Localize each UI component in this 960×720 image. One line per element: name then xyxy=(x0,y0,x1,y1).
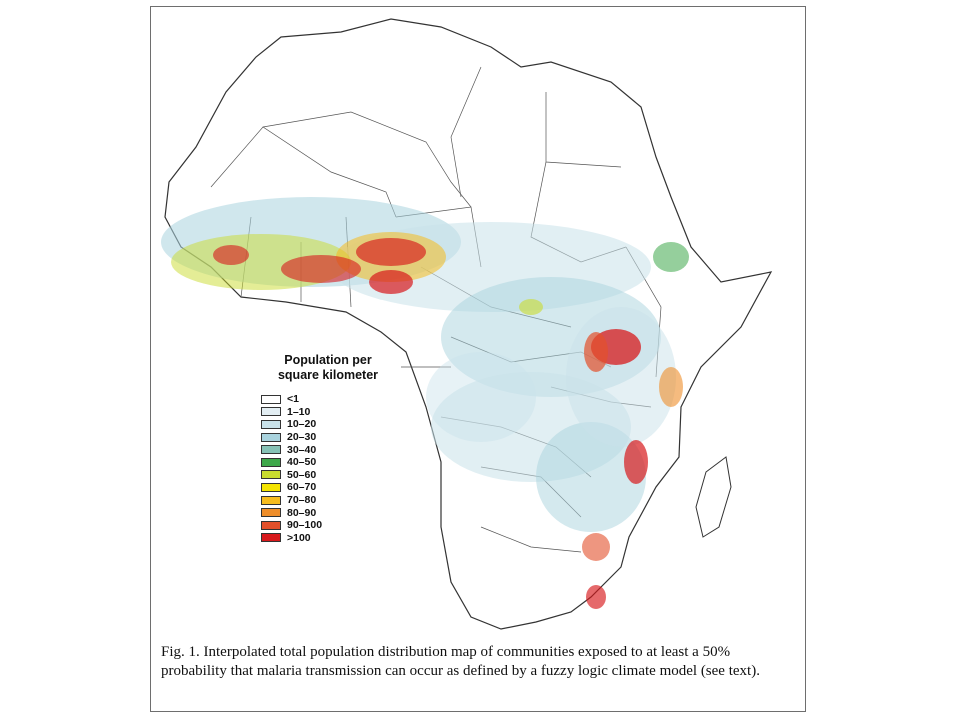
map-legend: Population per square kilometer <1 1–10 10… xyxy=(261,353,411,544)
legend-swatch xyxy=(261,419,281,429)
density-patch xyxy=(519,299,543,315)
legend-swatch xyxy=(261,470,281,480)
legend-label: >100 xyxy=(287,531,311,544)
figure-caption: Fig. 1. Interpolated total population di… xyxy=(161,644,760,679)
legend-label: 60–70 xyxy=(287,481,317,494)
population-density-layer xyxy=(161,197,689,609)
density-patch xyxy=(369,270,413,294)
density-patch xyxy=(582,533,610,561)
legend-item: 30–40 xyxy=(261,443,411,456)
density-patch xyxy=(281,255,361,283)
density-patch xyxy=(624,440,648,484)
legend-title-line1: Population per xyxy=(284,353,372,367)
density-patch xyxy=(653,242,689,272)
legend-swatch xyxy=(261,394,281,404)
legend-label: 10–20 xyxy=(287,418,317,431)
legend-label: 20–30 xyxy=(287,431,317,444)
legend-label: 1–10 xyxy=(287,405,311,418)
legend-swatch xyxy=(261,445,281,455)
density-patch xyxy=(536,422,646,532)
africa-population-map xyxy=(161,18,773,630)
legend-label: 90–100 xyxy=(287,519,323,532)
legend-label: 40–50 xyxy=(287,456,317,469)
legend-swatch xyxy=(261,482,281,492)
madagascar-outline xyxy=(695,456,732,538)
legend-item: 40–50 xyxy=(261,456,411,469)
legend-item: 90–100 xyxy=(261,519,411,532)
legend-item: 20–30 xyxy=(261,431,411,444)
legend-title: Population per square kilometer xyxy=(261,353,395,383)
legend-swatch xyxy=(261,407,281,417)
legend-label: 30–40 xyxy=(287,443,317,456)
legend-item: 80–90 xyxy=(261,506,411,519)
figure-frame: Population per square kilometer <1 1–10 10… xyxy=(150,6,806,712)
legend-item: 50–60 xyxy=(261,469,411,482)
legend-label: 50–60 xyxy=(287,468,317,481)
legend-swatch xyxy=(261,533,281,543)
density-patch xyxy=(426,352,536,442)
legend-item: >100 xyxy=(261,532,411,545)
density-patch xyxy=(586,585,606,609)
density-patch xyxy=(213,245,249,265)
legend-swatch xyxy=(261,457,281,467)
legend-item: 10–20 xyxy=(261,418,411,431)
legend-item: 70–80 xyxy=(261,494,411,507)
legend-swatch xyxy=(261,520,281,530)
density-patch xyxy=(566,307,676,447)
legend-title-line2: square kilometer xyxy=(277,368,379,382)
legend-swatch xyxy=(261,508,281,518)
legend-item: 1–10 xyxy=(261,406,411,419)
legend-item: <1 xyxy=(261,393,411,406)
legend-label: 80–90 xyxy=(287,506,317,519)
density-patch xyxy=(659,367,683,407)
legend-item: 60–70 xyxy=(261,481,411,494)
legend-swatch xyxy=(261,432,281,442)
legend-swatch xyxy=(261,495,281,505)
density-patch xyxy=(356,238,426,266)
density-patch xyxy=(584,332,608,372)
legend-label: 70–80 xyxy=(287,494,317,507)
legend-items: <1 1–10 10–20 20–30 30–40 40–50 50–60 60–70 70–8… xyxy=(261,393,411,544)
legend-label: <1 xyxy=(287,393,299,406)
